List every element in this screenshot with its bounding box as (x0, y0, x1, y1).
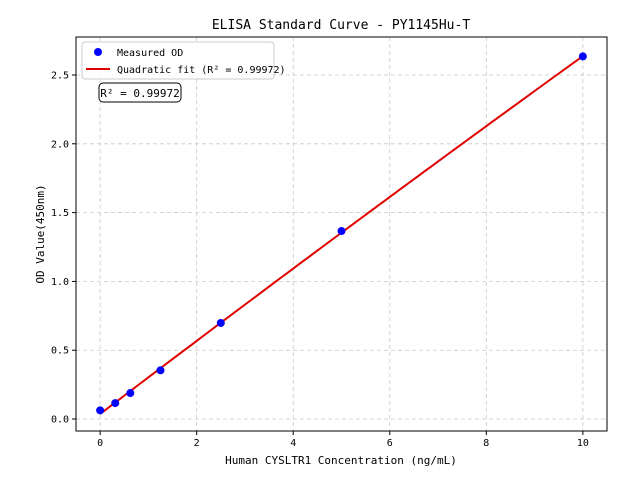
annotation-box (98, 82, 182, 103)
x-axis-label: Human CYSLTR1 Concentration (ng/mL) (225, 454, 457, 467)
legend-label-fit: Quadratic fit (R² = 0.99972) (117, 65, 286, 76)
data-point (578, 52, 587, 61)
legend-marker-points (94, 48, 102, 56)
chart-title: ELISA Standard Curve - PY1145Hu-T (212, 18, 470, 33)
legend: Measured OD Quadratic fit (R² = 0.99972) (81, 41, 286, 80)
x-ticks: 0 2 4 6 8 10 (97, 431, 589, 449)
data-point (216, 318, 225, 327)
y-tick-label: 2.5 (51, 70, 69, 81)
y-tick-label: 0.5 (51, 346, 69, 357)
legend-box (81, 41, 275, 80)
y-tick-label: 1.0 (51, 277, 69, 288)
annotation-text: R² = 0.99972 (100, 87, 179, 100)
r2-annotation: R² = 0.99972 (98, 82, 182, 103)
y-ticks: 0.0 0.5 1.0 1.5 2.0 2.5 (51, 70, 76, 426)
grid (76, 37, 607, 431)
data-point (337, 227, 346, 236)
x-tick-label: 0 (97, 438, 103, 449)
y-tick-label: 2.0 (51, 139, 69, 150)
y-tick-label: 1.5 (51, 208, 69, 219)
data-point (111, 399, 120, 408)
points-group (96, 52, 587, 415)
x-tick-label: 4 (290, 438, 296, 449)
data-point (96, 406, 105, 415)
y-axis-label: OD Value(450nm) (34, 184, 47, 283)
plot-frame (75, 36, 608, 432)
x-tick-label: 2 (194, 438, 200, 449)
x-tick-label: 10 (577, 438, 589, 449)
data-point (126, 389, 135, 398)
legend-label-points: Measured OD (117, 48, 183, 59)
data-point (156, 366, 165, 375)
x-tick-label: 6 (387, 438, 393, 449)
y-tick-label: 0.0 (51, 415, 69, 426)
x-tick-label: 8 (483, 438, 489, 449)
